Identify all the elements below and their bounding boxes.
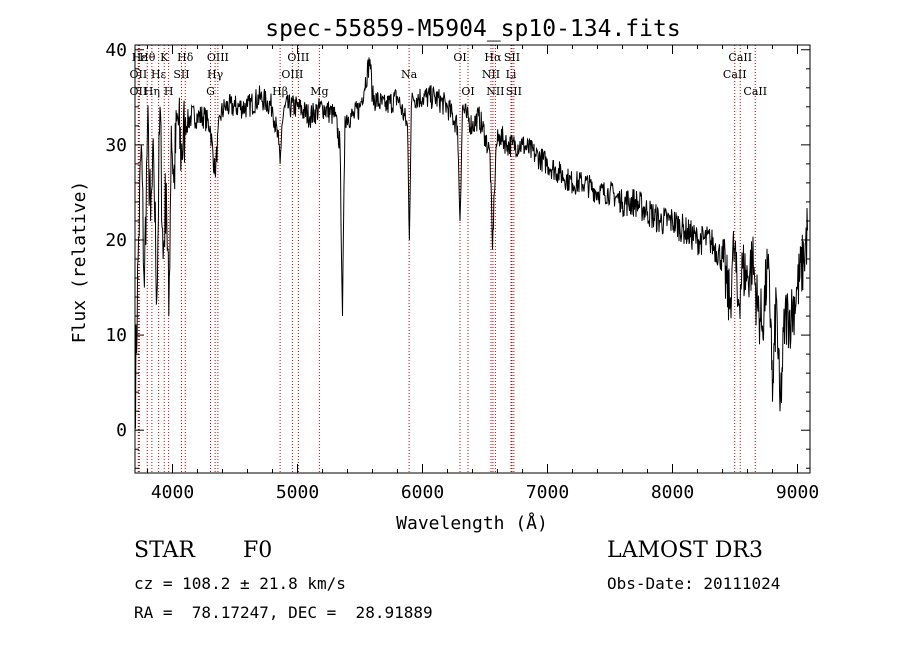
observation-date: Obs-Date: 20111024 — [607, 574, 781, 593]
line-label-15: OIII — [281, 68, 303, 81]
line-label-12: G — [206, 85, 215, 98]
line-label-21: NII — [482, 68, 500, 81]
line-label-8: Hδ — [177, 51, 194, 64]
line-label-28: CaII — [743, 85, 767, 98]
y-tick-label: 20 — [105, 230, 127, 251]
line-label-4: Hη — [144, 85, 160, 98]
y-tick-label: 0 — [116, 420, 127, 441]
spectral-line-markers — [137, 45, 756, 473]
line-label-13: Hβ — [272, 85, 288, 98]
y-tick-label: 10 — [105, 325, 127, 346]
object-class: STAR — [134, 538, 195, 563]
x-tick-label: 9000 — [776, 482, 819, 503]
x-tick-label: 4000 — [151, 482, 194, 503]
y-tick-label: 30 — [105, 135, 127, 156]
line-label-18: OI — [453, 51, 466, 64]
line-label-27: CaII — [728, 51, 752, 64]
line-label-14: OIII — [287, 51, 309, 64]
line-label-5: Hε — [151, 68, 167, 81]
survey-name: LAMOST DR3 — [607, 538, 763, 563]
object-subclass: F0 — [243, 538, 273, 563]
redshift-cz: cz = 108.2 ± 21.8 km/s — [134, 574, 346, 593]
line-label-11: Hγ — [207, 68, 224, 81]
x-tick-label: 8000 — [651, 482, 694, 503]
line-label-26: CaII — [723, 68, 747, 81]
line-label-16: Mg — [310, 85, 328, 98]
line-label-17: Na — [401, 68, 418, 81]
line-label-23: SII — [504, 51, 520, 64]
line-label-0: Hε — [132, 51, 148, 64]
line-label-6: K — [160, 51, 169, 64]
axis-ticks: 4000 5000 6000 7000 8000 9000 0 10 20 30 40 — [105, 40, 819, 503]
x-tick-label: 6000 — [401, 482, 444, 503]
x-tick-label: 5000 — [276, 482, 319, 503]
y-axis-label: Flux (relative) — [69, 181, 90, 344]
line-label-2: OII — [130, 85, 148, 98]
line-label-20: Hα — [484, 51, 502, 64]
flux-series-line — [134, 57, 808, 429]
line-label-7: H — [164, 85, 174, 98]
y-tick-label: 40 — [105, 40, 127, 61]
line-label-3: Hθ — [139, 51, 156, 64]
line-label-24: Li — [506, 68, 517, 81]
line-label-10: OIII — [207, 51, 229, 64]
chart-title: spec-55859-M5904_sp10-134.fits — [265, 16, 680, 42]
ra-dec-coordinates: RA = 78.17247, DEC = 28.91889 — [134, 603, 433, 622]
x-axis-label: Wavelength (Å) — [396, 512, 548, 534]
line-label-19: OI — [461, 85, 474, 98]
x-tick-label: 7000 — [526, 482, 569, 503]
line-label-25: SII — [506, 85, 522, 98]
line-label-22: NII — [486, 85, 504, 98]
line-label-1: OII — [130, 68, 148, 81]
line-label-9: SII — [173, 68, 189, 81]
